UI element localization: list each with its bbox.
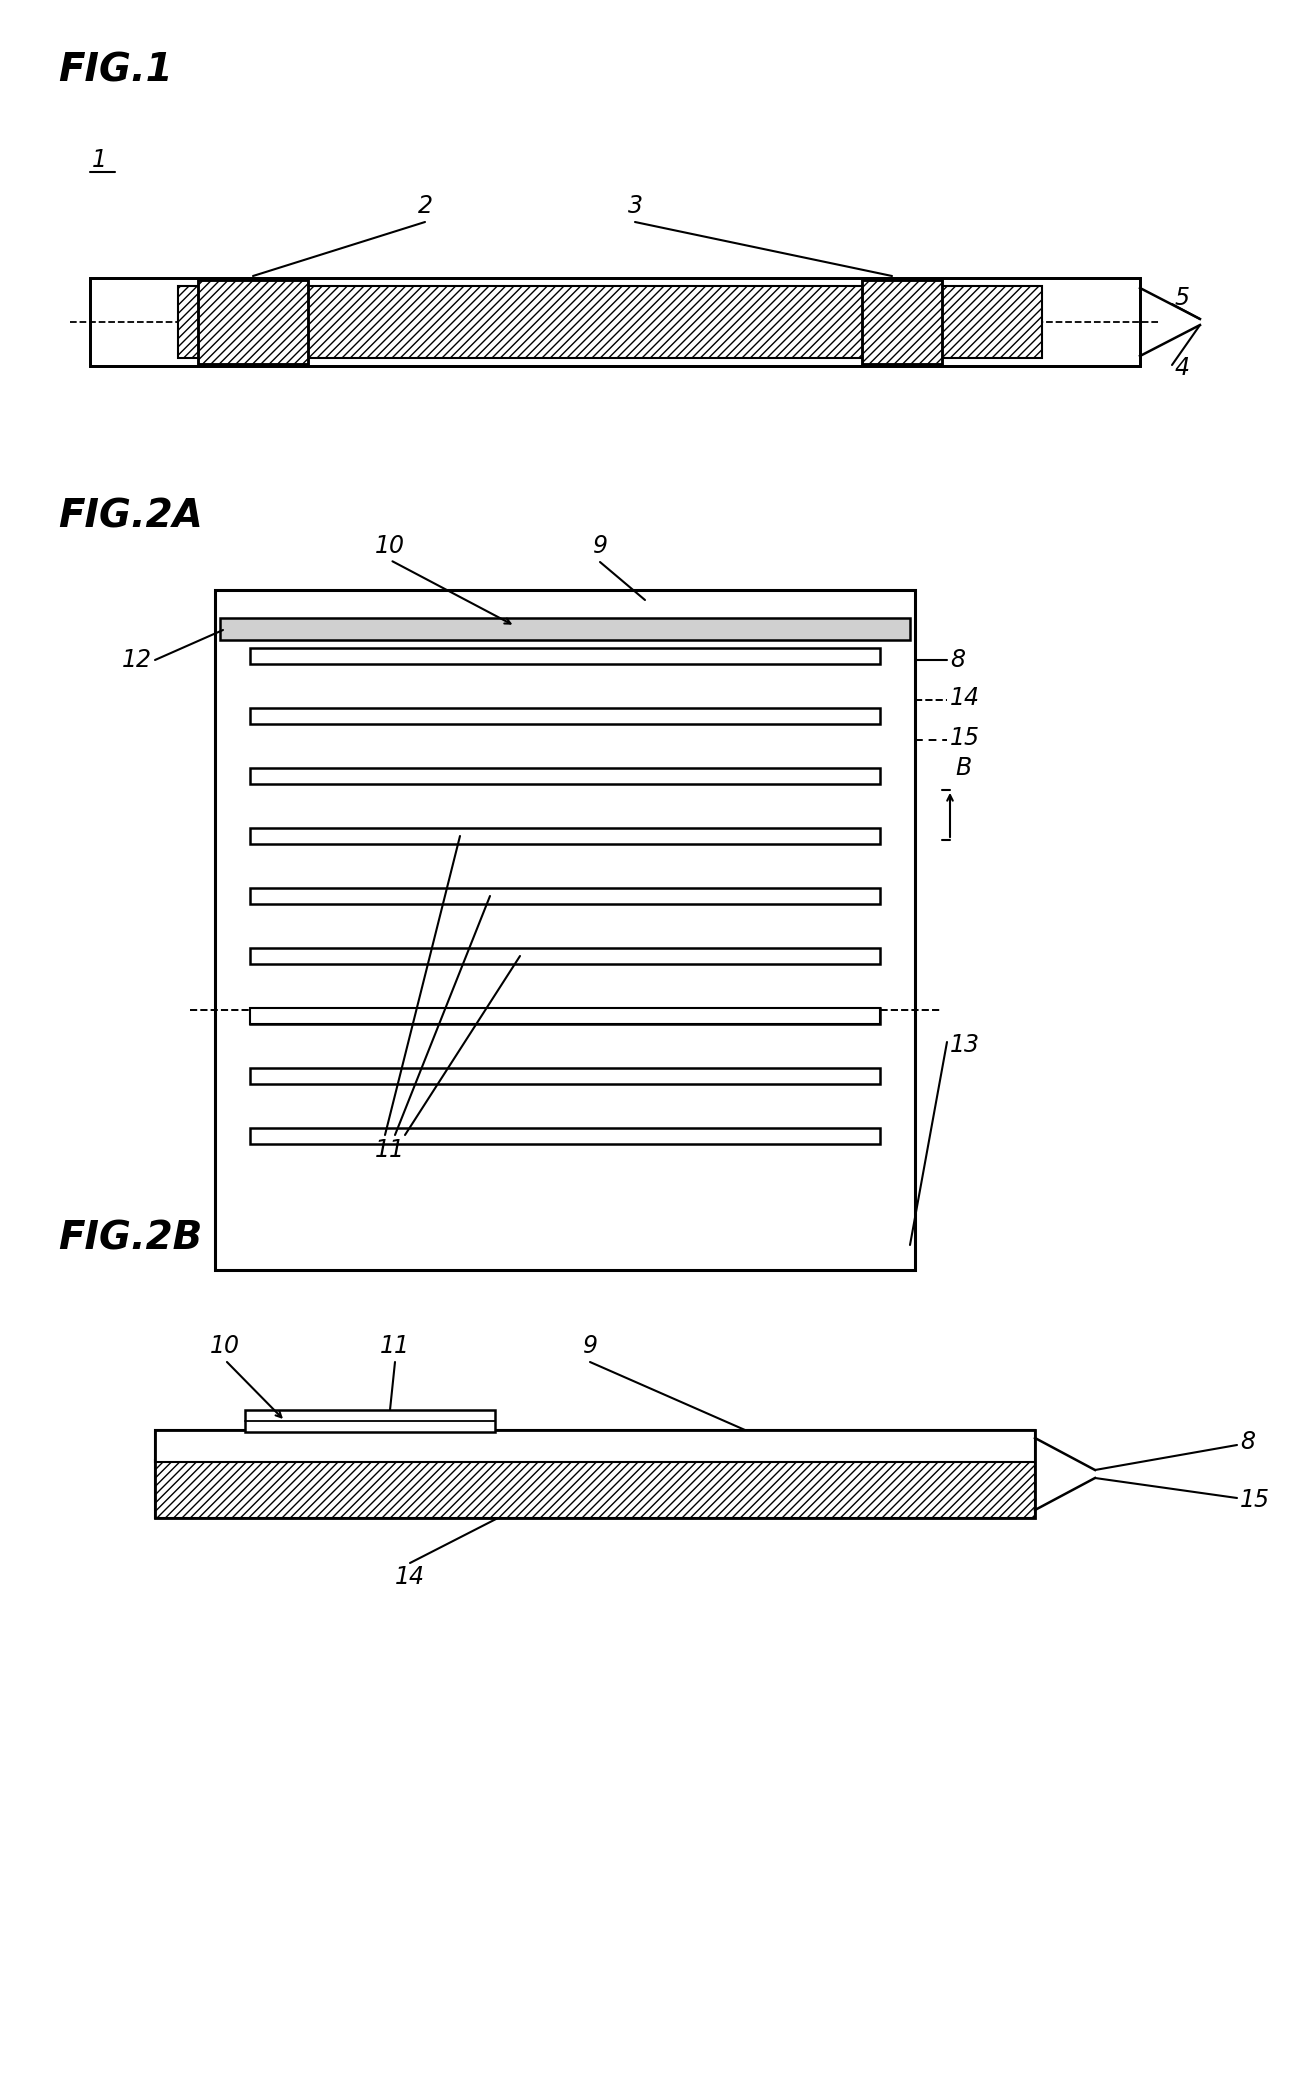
- Bar: [250, 949, 881, 964]
- Bar: [250, 768, 881, 785]
- Text: 9: 9: [583, 1334, 597, 1359]
- Bar: [250, 708, 881, 724]
- Text: 1: 1: [92, 148, 107, 173]
- Bar: [198, 281, 308, 364]
- Text: 11: 11: [375, 1138, 405, 1161]
- Text: 2: 2: [418, 194, 432, 219]
- Text: 14: 14: [394, 1565, 425, 1590]
- Bar: [250, 1007, 881, 1024]
- Bar: [862, 281, 943, 364]
- Bar: [250, 1007, 881, 1024]
- Bar: [178, 285, 1042, 358]
- Text: 4: 4: [1175, 356, 1190, 381]
- Text: 10: 10: [375, 535, 405, 558]
- Text: 8: 8: [950, 647, 965, 672]
- Text: 14: 14: [950, 687, 980, 710]
- Bar: [155, 1461, 1034, 1517]
- Text: 5: 5: [1175, 285, 1190, 310]
- Text: 10: 10: [209, 1334, 240, 1359]
- Bar: [155, 1430, 1034, 1463]
- Bar: [91, 279, 1140, 366]
- Bar: [215, 591, 915, 1269]
- Bar: [250, 1068, 881, 1084]
- Text: FIG.1: FIG.1: [58, 52, 173, 89]
- Bar: [220, 618, 910, 641]
- Text: 13: 13: [950, 1032, 980, 1057]
- Text: 15: 15: [950, 726, 980, 749]
- Bar: [244, 1411, 495, 1432]
- Bar: [250, 828, 881, 845]
- Text: 8: 8: [1240, 1430, 1256, 1455]
- Bar: [862, 281, 943, 364]
- Bar: [250, 1128, 881, 1145]
- Bar: [250, 889, 881, 903]
- Bar: [91, 279, 1140, 366]
- Text: FIG.2A: FIG.2A: [58, 497, 203, 537]
- Bar: [198, 281, 308, 364]
- Text: 15: 15: [1240, 1488, 1270, 1513]
- Text: 12: 12: [122, 647, 153, 672]
- Bar: [155, 1430, 1034, 1517]
- Text: 9: 9: [592, 535, 608, 558]
- Text: 3: 3: [627, 194, 643, 219]
- Text: 11: 11: [380, 1334, 410, 1359]
- Text: B: B: [956, 755, 971, 780]
- Text: FIG.2B: FIG.2B: [58, 1219, 202, 1259]
- Bar: [250, 647, 881, 664]
